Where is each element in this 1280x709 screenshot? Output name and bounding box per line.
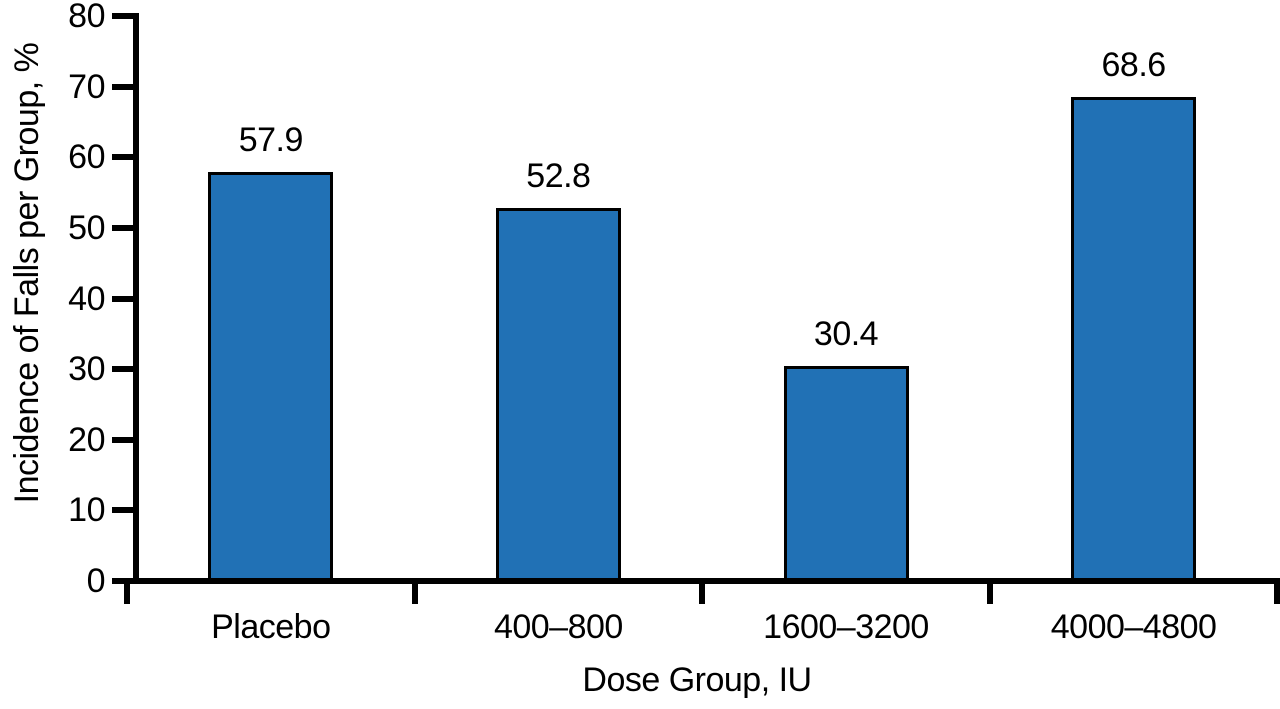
y-axis-tick-label: 70 <box>68 67 105 106</box>
x-axis-tick <box>1274 578 1280 604</box>
x-category-label: Placebo <box>211 608 331 646</box>
y-axis-tick <box>112 366 136 373</box>
x-axis-tick <box>986 578 993 604</box>
bar-value-label: 30.4 <box>813 315 879 354</box>
bar <box>1071 96 1197 581</box>
bar <box>783 366 909 581</box>
x-axis-title: Dose Group, IU <box>582 661 812 699</box>
bar <box>495 208 621 581</box>
x-category-label: 1600–3200 <box>763 608 929 646</box>
x-axis-tick <box>699 578 706 604</box>
y-axis-tick <box>112 224 136 231</box>
y-axis-tick-label: 40 <box>68 279 105 318</box>
y-axis-line <box>133 13 139 584</box>
bar <box>208 172 334 581</box>
x-axis-tick <box>411 578 418 604</box>
y-axis-tick <box>112 154 136 161</box>
y-axis-tick-label: 60 <box>68 138 105 177</box>
y-axis-tick <box>112 13 136 19</box>
y-axis-tick <box>112 507 136 514</box>
bar-value-label: 68.6 <box>1101 45 1167 84</box>
bar-value-label: 57.9 <box>238 121 304 160</box>
bar-value-label: 52.8 <box>526 157 591 196</box>
y-axis-tick-label: 20 <box>68 420 105 459</box>
y-axis-tick-label: 0 <box>86 562 106 600</box>
x-axis-line <box>133 578 1280 584</box>
x-axis-tick <box>124 578 130 604</box>
y-axis-tick <box>112 295 136 302</box>
x-category-label: 400–800 <box>493 608 623 646</box>
y-axis-tick <box>112 83 136 90</box>
y-axis-tick <box>112 436 136 443</box>
y-axis-tick-label: 10 <box>68 491 105 530</box>
y-axis-tick-label: 80 <box>68 0 105 35</box>
y-axis-tick-label: 50 <box>68 208 105 247</box>
x-category-label: 4000–4800 <box>1050 608 1217 646</box>
y-axis-tick-label: 30 <box>68 350 105 389</box>
